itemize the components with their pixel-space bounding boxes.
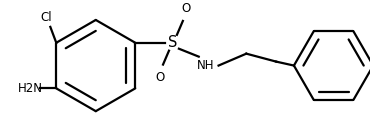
- Text: S: S: [168, 35, 178, 50]
- Text: Cl: Cl: [41, 12, 52, 24]
- Text: O: O: [155, 71, 165, 84]
- Text: O: O: [181, 2, 190, 15]
- Text: H2N: H2N: [18, 82, 43, 95]
- Text: NH: NH: [197, 59, 214, 72]
